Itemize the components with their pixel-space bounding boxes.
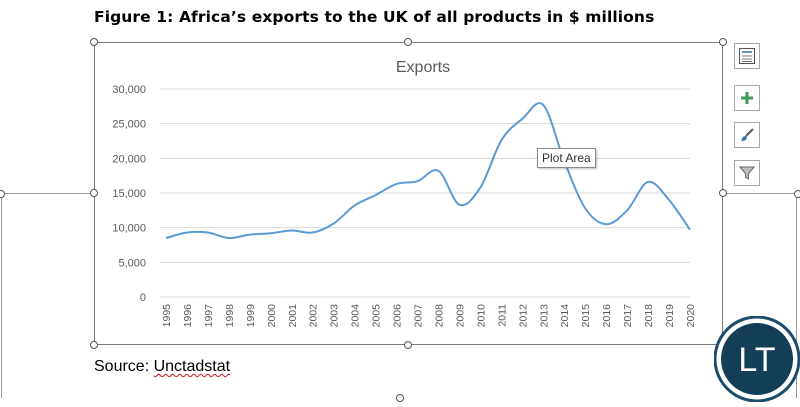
x-tick-label: 1997 xyxy=(203,304,215,328)
y-tick-label: 25,000 xyxy=(112,119,146,131)
figure-title: Figure 1: Africa’s exports to the UK of … xyxy=(94,8,655,26)
textbox-handle-right[interactable] xyxy=(794,190,800,198)
x-tick-label: 1995 xyxy=(161,304,173,328)
x-tick-label: 2017 xyxy=(622,304,634,328)
chart-styles-button[interactable] xyxy=(734,122,760,148)
chart-filters-button[interactable] xyxy=(734,160,760,186)
chart-handle-bottom-center[interactable] xyxy=(404,341,412,349)
x-tick-label: 1998 xyxy=(224,304,236,328)
chart-handle-top-left[interactable] xyxy=(90,38,98,46)
x-tick-label: 2013 xyxy=(538,304,550,328)
brush-icon xyxy=(741,128,754,141)
y-tick-label: 20,000 xyxy=(112,153,146,165)
chart-handle-middle-left[interactable] xyxy=(90,189,98,197)
x-tick-label: 2002 xyxy=(308,304,320,328)
x-tick-label: 2010 xyxy=(475,304,487,328)
x-tick-label: 2005 xyxy=(371,304,383,328)
x-tick-label: 2015 xyxy=(580,304,592,328)
plus-icon xyxy=(741,92,753,104)
chart-elements-layout-button[interactable] xyxy=(734,43,760,69)
source-name: Unctadstat xyxy=(153,358,231,375)
plot-area-tooltip: Plot Area xyxy=(537,148,596,168)
x-tick-label: 2016 xyxy=(601,304,613,328)
x-tick-label: 2014 xyxy=(559,304,571,328)
y-tick-label: 10,000 xyxy=(112,223,146,235)
add-chart-element-button[interactable] xyxy=(734,85,760,111)
chart-title: Exports xyxy=(396,59,450,76)
x-tick-label: 2000 xyxy=(266,304,278,328)
chart-handle-top-center[interactable] xyxy=(404,38,412,46)
chart-area[interactable]: Exports 0 5,000 10,000 15,000 20,000 25,000 30,… xyxy=(94,42,723,345)
filter-icon xyxy=(738,166,756,180)
y-tick-label: 0 xyxy=(140,292,146,304)
source-prefix: Source: xyxy=(94,358,154,375)
x-tick-label: 2019 xyxy=(664,304,676,328)
y-tick-label: 30,000 xyxy=(112,84,146,96)
logo-text: LT xyxy=(738,341,775,379)
layout-icon xyxy=(739,48,755,64)
x-tick-label: 2003 xyxy=(329,304,341,328)
chart-svg[interactable]: Exports 0 5,000 10,000 15,000 20,000 25,000 30,… xyxy=(95,43,722,344)
x-tick-label: 2001 xyxy=(287,304,299,328)
x-tick-label: 2008 xyxy=(433,304,445,328)
y-tick-label: 5,000 xyxy=(118,257,146,269)
y-tick-label: 15,000 xyxy=(112,188,146,200)
source-note: Source: Unctadstat xyxy=(94,358,230,376)
x-tick-label: 2012 xyxy=(517,304,529,328)
x-tick-label: 2009 xyxy=(454,304,466,328)
chart-handle-bottom-left[interactable] xyxy=(90,341,98,349)
exports-series-line xyxy=(165,102,691,240)
x-tick-label: 2011 xyxy=(496,304,508,327)
textbox-handle-left[interactable] xyxy=(0,190,5,198)
x-tick-label: 2006 xyxy=(392,304,404,328)
x-tick-label: 2020 xyxy=(685,304,697,328)
x-tick-label: 2004 xyxy=(350,304,362,328)
x-tick-label: 2018 xyxy=(643,304,655,328)
lt-logo: LT xyxy=(713,315,800,403)
chart-handle-middle-right[interactable] xyxy=(719,189,727,197)
x-tick-label: 2007 xyxy=(413,304,425,328)
chart-handle-top-right[interactable] xyxy=(719,38,727,46)
x-tick-label: 1999 xyxy=(245,304,257,328)
x-tick-label: 1996 xyxy=(182,304,194,328)
